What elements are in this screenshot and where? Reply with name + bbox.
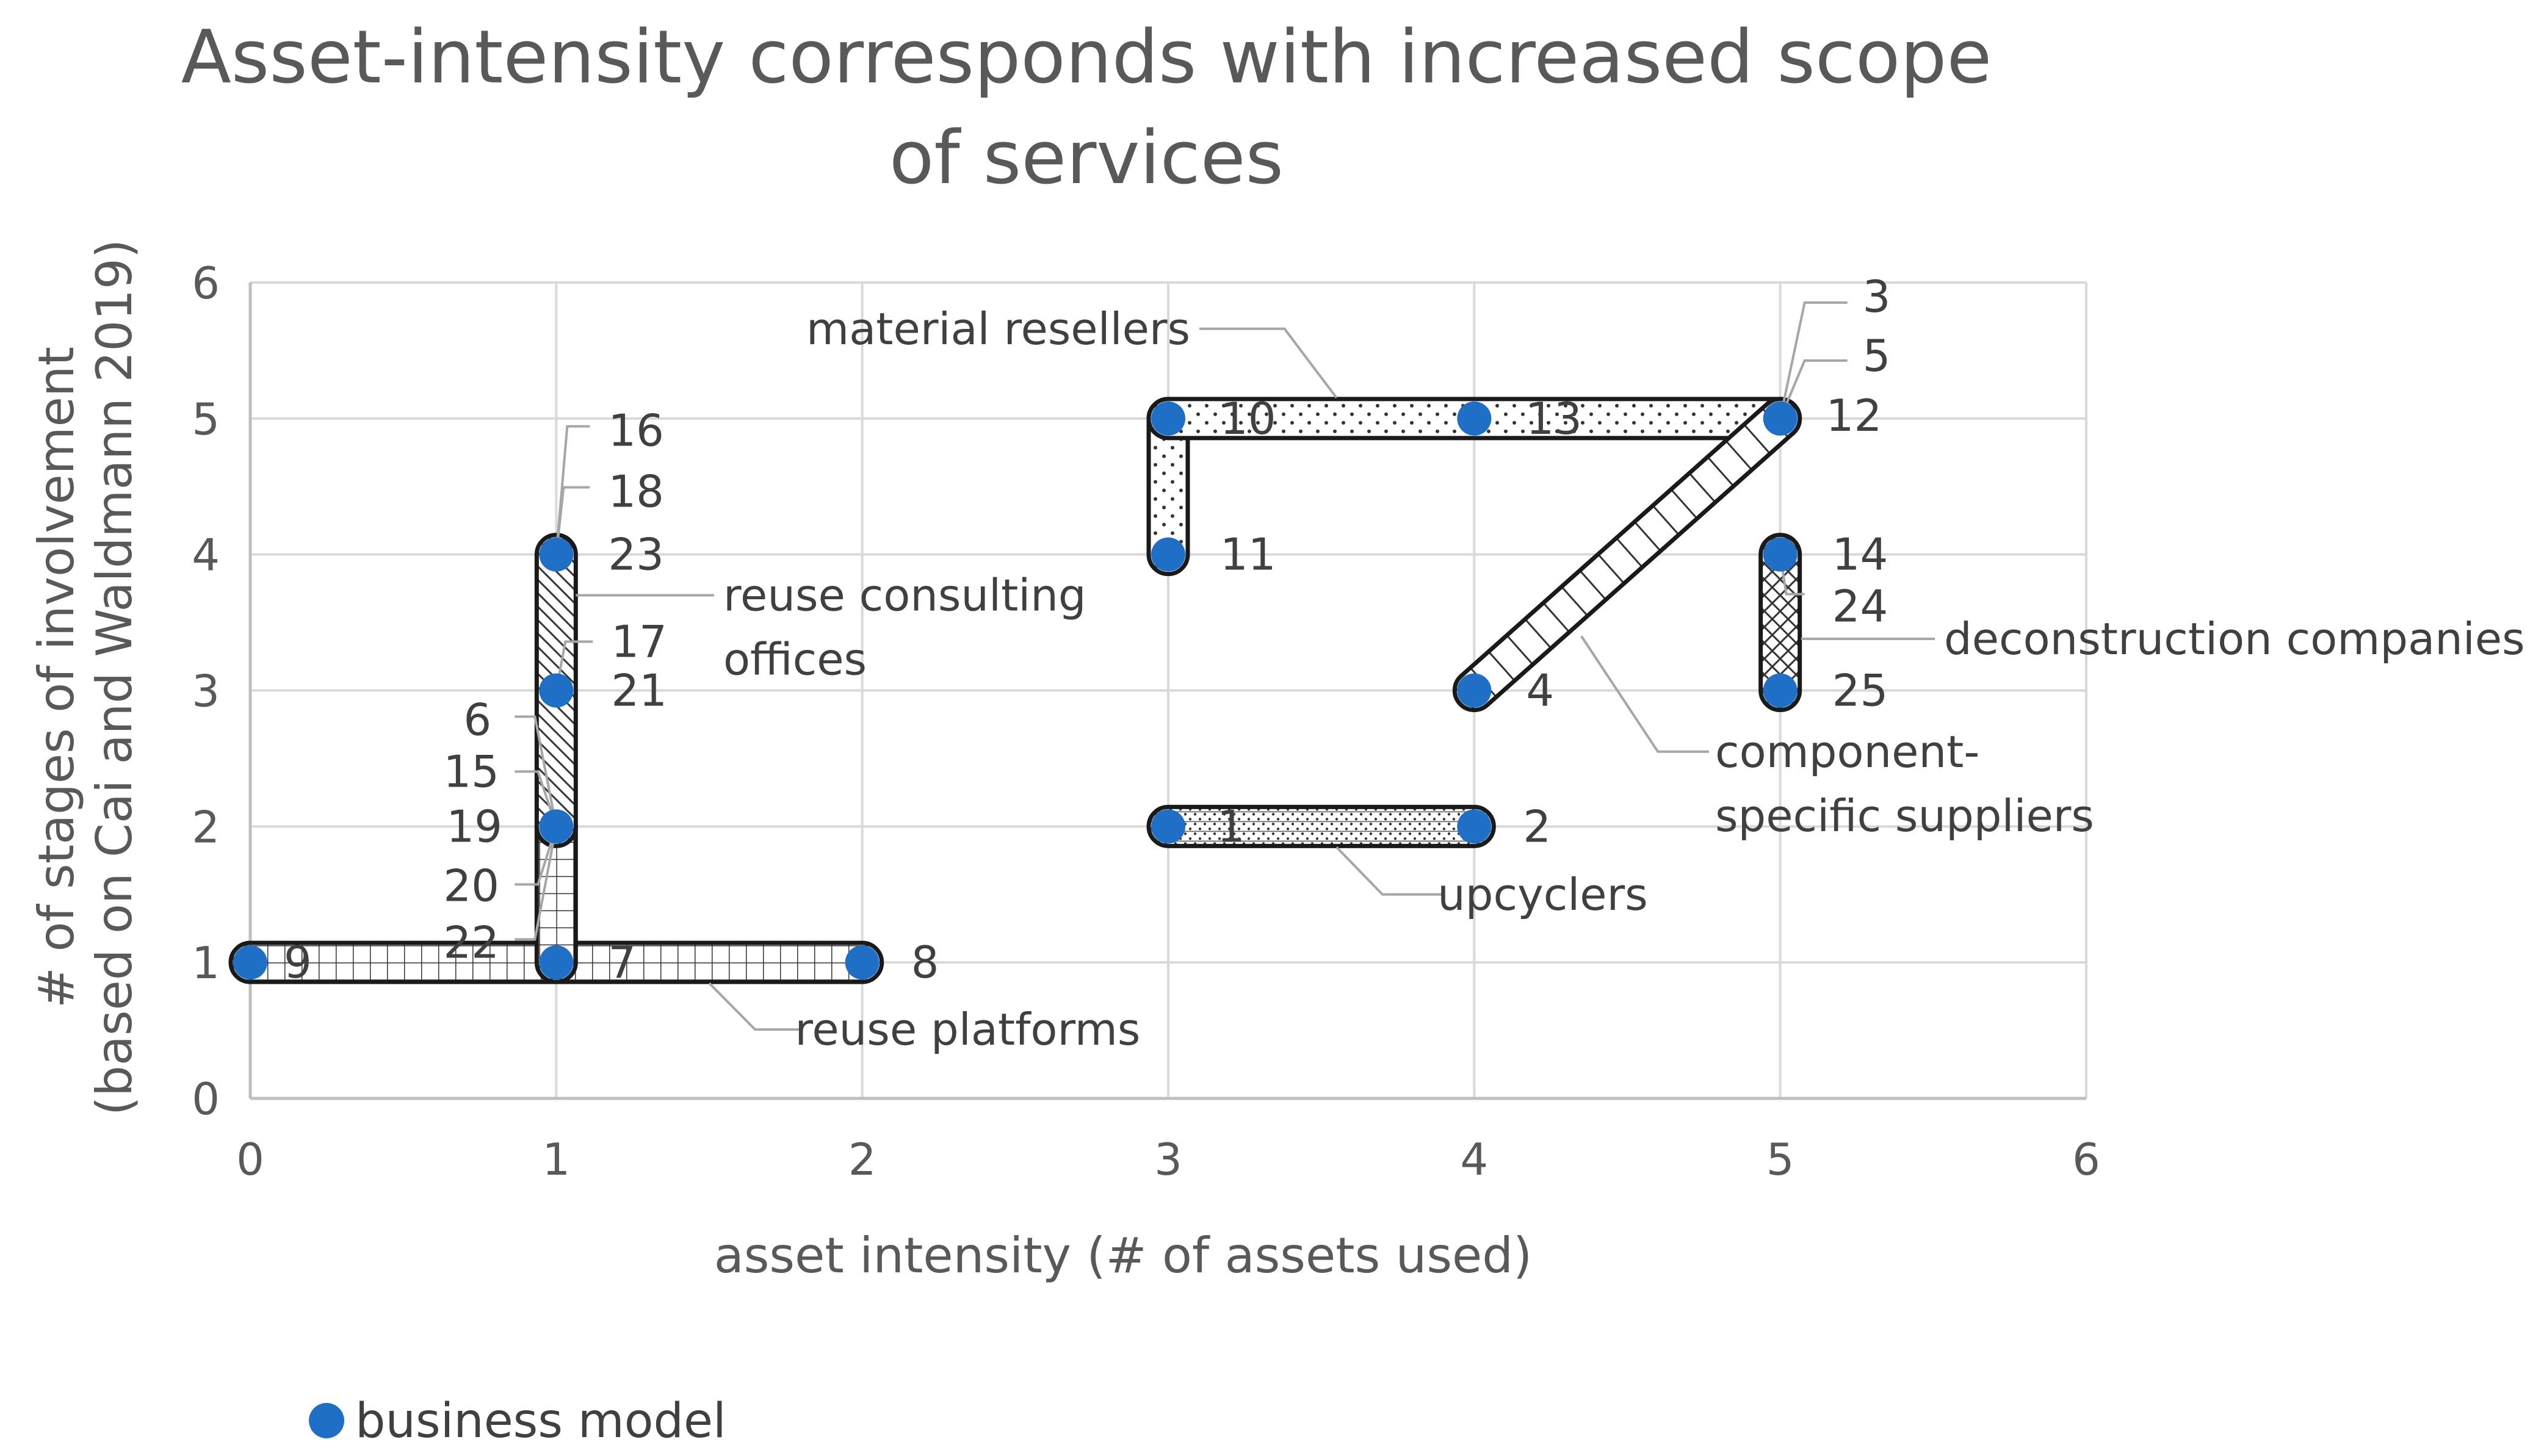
x-tick-label: 3 bbox=[1154, 1134, 1182, 1185]
data-point bbox=[1457, 401, 1492, 436]
legend-label: business model bbox=[355, 1394, 726, 1449]
point-label: 6 bbox=[463, 694, 491, 745]
y-tick-label: 4 bbox=[192, 530, 220, 581]
point-label: 22 bbox=[443, 917, 499, 968]
y-axis-title-line-1: # of stages of involvement bbox=[28, 347, 85, 1008]
point-label: 25 bbox=[1832, 665, 1888, 716]
x-tick-label: 4 bbox=[1460, 1134, 1488, 1185]
x-tick-label: 1 bbox=[542, 1134, 570, 1185]
data-point bbox=[539, 537, 574, 572]
point-label: 7 bbox=[608, 937, 636, 988]
point-label: 17 bbox=[611, 616, 667, 668]
point-label: 13 bbox=[1526, 393, 1582, 444]
point-label: 21 bbox=[611, 665, 667, 716]
data-point bbox=[539, 945, 574, 980]
leader-upcyclers bbox=[1335, 846, 1444, 896]
group-label-component-specific-line-2: specific suppliers bbox=[1715, 790, 2094, 842]
label-leader-line bbox=[515, 826, 558, 886]
group-label-deconstruction-companies: deconstruction companies bbox=[1944, 613, 2525, 665]
data-point bbox=[1457, 809, 1492, 844]
data-point bbox=[845, 945, 880, 980]
point-label: 23 bbox=[608, 529, 664, 580]
group-label-component-specific-line-1: component- bbox=[1715, 726, 1979, 777]
point-label: 18 bbox=[608, 466, 664, 517]
point-label: 4 bbox=[1526, 665, 1554, 716]
y-tick-label: 3 bbox=[192, 666, 220, 717]
label-leader-line bbox=[1779, 359, 1848, 419]
x-axis-title: asset intensity (# of assets used) bbox=[714, 1227, 1533, 1284]
data-point bbox=[539, 809, 574, 844]
data-point bbox=[1763, 537, 1798, 572]
x-tick-label: 2 bbox=[848, 1134, 876, 1185]
point-label: 3 bbox=[1863, 271, 1891, 322]
legend: business model bbox=[309, 1394, 726, 1449]
band-deconstruction-companies bbox=[1758, 533, 1802, 712]
point-label: 8 bbox=[911, 937, 939, 988]
point-label: 2 bbox=[1523, 801, 1551, 852]
y-axis-title-line-2: (based on Cai and Waldmann 2019) bbox=[86, 239, 143, 1115]
group-label-reuse-platforms: reuse platforms bbox=[795, 1004, 1140, 1055]
label-leader-line bbox=[555, 486, 590, 555]
chart-title-line-2: of services bbox=[889, 116, 1284, 201]
data-point bbox=[1151, 537, 1185, 572]
label-leader-line bbox=[515, 715, 558, 827]
y-tick-label: 2 bbox=[192, 801, 220, 852]
chart-title-line-1: Asset-intensity corresponds with increas… bbox=[181, 15, 1992, 100]
x-tick-label: 5 bbox=[1766, 1134, 1794, 1185]
y-tick-label: 1 bbox=[192, 937, 220, 989]
point-label: 11 bbox=[1220, 529, 1276, 580]
data-points bbox=[233, 401, 1798, 980]
y-tick-label: 5 bbox=[192, 394, 220, 445]
group-label-reuse-consulting-line-2: offices bbox=[723, 634, 867, 685]
data-point bbox=[1763, 673, 1798, 708]
leader-component-specific-suppliers bbox=[1580, 635, 1709, 753]
group-label-material-resellers: material resellers bbox=[806, 303, 1190, 355]
band-component-specific-suppliers bbox=[1452, 397, 1802, 712]
data-point bbox=[1457, 673, 1492, 708]
group-label-upcyclers: upcyclers bbox=[1437, 869, 1648, 920]
x-tick-label: 0 bbox=[236, 1134, 264, 1185]
point-label: 15 bbox=[443, 746, 499, 797]
y-tick-label: 6 bbox=[192, 258, 220, 309]
leader-lines bbox=[515, 301, 1935, 1031]
point-label: 24 bbox=[1832, 581, 1888, 632]
label-leader-line bbox=[515, 770, 558, 827]
point-label: 5 bbox=[1863, 330, 1891, 381]
point-label: 20 bbox=[443, 860, 499, 911]
point-label: 10 bbox=[1220, 393, 1276, 444]
y-axis-title: # of stages of involvement(based on Cai … bbox=[28, 239, 143, 1115]
group-labels: reuse platforms reuse consulting offices ma… bbox=[723, 303, 2525, 1055]
legend-marker bbox=[309, 1403, 344, 1438]
label-leader-line bbox=[515, 826, 558, 941]
point-label: 9 bbox=[284, 937, 312, 988]
group-label-reuse-consulting-line-1: reuse consulting bbox=[723, 570, 1086, 621]
data-point bbox=[1151, 809, 1185, 844]
point-label: 16 bbox=[608, 405, 664, 456]
leader-reuse-platforms bbox=[708, 982, 801, 1031]
data-point bbox=[1763, 401, 1798, 436]
point-label: 12 bbox=[1826, 390, 1882, 441]
label-leader-line bbox=[1779, 301, 1848, 419]
x-tick-label: 6 bbox=[2072, 1134, 2100, 1185]
y-tick-label: 0 bbox=[192, 1073, 220, 1125]
data-point bbox=[539, 673, 574, 708]
point-label: 19 bbox=[446, 801, 502, 852]
data-point bbox=[1151, 401, 1185, 436]
leader-material-resellers bbox=[1199, 327, 1338, 399]
band-upcyclers bbox=[1146, 804, 1496, 848]
data-point bbox=[233, 945, 267, 980]
point-label: 1 bbox=[1217, 801, 1245, 852]
point-label: 14 bbox=[1832, 529, 1888, 580]
